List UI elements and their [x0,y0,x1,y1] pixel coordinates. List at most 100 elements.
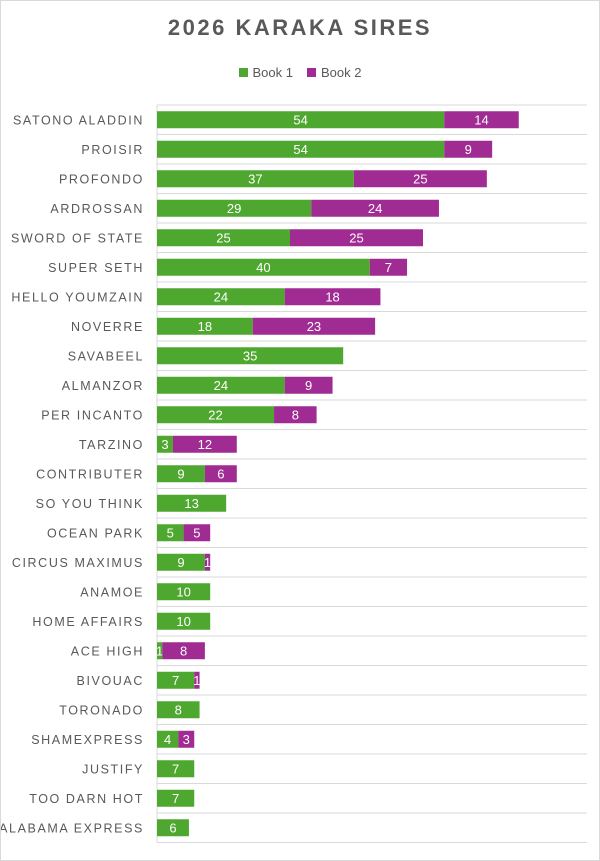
data-label: 5 [193,525,200,540]
chart-legend: Book 1 Book 2 [1,65,599,80]
bar-book-1 [157,199,312,217]
category-label: NOVERRE [71,320,144,334]
legend-item-book-1: Book 1 [238,65,293,80]
data-label: 3 [183,732,190,747]
bar-book-1 [157,553,205,571]
data-label: 10 [176,584,190,599]
category-label: HOME AFFAIRS [32,615,144,629]
data-label: 9 [177,555,184,570]
data-label: 14 [474,112,488,127]
category-label: SAVABEEL [68,349,144,363]
bar-book-1 [157,524,184,542]
category-label: PROFONDO [59,172,144,186]
bar-book-1 [157,465,205,483]
bar-book-1 [157,494,227,512]
category-label: HELLO YOUMZAIN [11,290,144,304]
data-label: 7 [172,673,179,688]
data-label: 9 [465,142,472,157]
category-label: CIRCUS MAXIMUS [12,556,144,570]
data-label: 54 [293,142,307,157]
bar-book-1 [157,140,445,158]
data-label: 1 [204,555,211,570]
category-label: ALMANZOR [62,379,144,393]
bar-book-1 [157,701,200,719]
legend-swatch-book-1 [238,68,248,77]
category-label: TORONADO [59,703,144,717]
data-label: 1 [193,673,200,688]
category-label: PROISIR [81,143,144,157]
bar-book-2 [252,317,376,335]
bar-book-2 [369,258,408,276]
bar-book-2 [284,288,381,306]
category-label: ANAMOE [80,585,144,599]
bar-book-1 [157,435,173,453]
bar-book-1 [157,229,290,247]
data-label: 9 [177,466,184,481]
bar-book-1 [157,730,179,748]
data-label: 24 [214,378,228,393]
bar-book-2 [183,524,211,542]
bar-book-2 [353,170,487,188]
bar-book-1 [157,789,195,807]
bar-book-2 [311,199,439,217]
data-label: 1 [156,643,163,658]
bar-book-2 [162,642,205,660]
data-label: 25 [413,171,427,186]
data-label: 29 [227,201,241,216]
data-label: 8 [292,407,299,422]
data-label: 18 [198,319,212,334]
legend-swatch-book-2 [307,68,316,77]
data-label: 8 [180,643,187,658]
bar-book-2 [204,553,211,571]
data-label: 25 [216,230,230,245]
category-label: ALABAMA EXPRESS [1,821,144,835]
data-label: 4 [164,732,171,747]
bar-book-1 [157,406,275,424]
data-label: 8 [175,702,182,717]
data-label: 23 [307,319,321,334]
data-label: 24 [214,289,228,304]
bar-book-1 [157,376,285,394]
data-label: 5 [167,525,174,540]
category-label: ACE HIGH [71,644,144,658]
bar-book-2 [172,435,237,453]
category-label: JUSTIFY [82,762,144,776]
data-label: 40 [256,260,270,275]
category-label: BIVOUAC [77,674,144,688]
bar-book-2 [178,730,195,748]
category-label: SWORD OF STATE [11,231,144,245]
category-label: TOO DARN HOT [29,792,144,806]
data-label: 9 [305,378,312,393]
chart-title: 2026 KARAKA SIRES [167,15,433,40]
category-label: SUPER SETH [48,261,144,275]
bar-book-2 [204,465,237,483]
category-label: CONTRIBUTER [36,467,144,481]
data-label: 12 [198,437,212,452]
bar-book-2 [284,376,333,394]
bar-book-1 [157,258,370,276]
bar-book-1 [157,347,344,365]
bar-book-2 [290,229,423,247]
data-label: 22 [208,407,222,422]
category-label: SO YOU THINK [36,497,144,511]
legend-label-book-2: Book 2 [321,65,362,80]
category-label: SATONO ALADDIN [13,113,144,127]
data-label: 18 [325,289,339,304]
data-label: 13 [184,496,198,511]
bar-book-2 [194,671,200,689]
data-label: 3 [161,437,168,452]
bar-book-2 [444,111,519,129]
data-label: 24 [368,201,382,216]
bar-book-1 [157,317,253,335]
bar-book-1 [157,760,195,778]
data-label: 7 [172,791,179,806]
category-label: TARZINO [79,438,144,452]
legend-item-book-2: Book 2 [307,65,361,80]
data-label: 6 [217,466,224,481]
category-label: SHAMEXPRESS [31,733,144,747]
bar-book-1 [157,671,195,689]
bar-book-2 [444,140,493,158]
data-label: 7 [172,761,179,776]
